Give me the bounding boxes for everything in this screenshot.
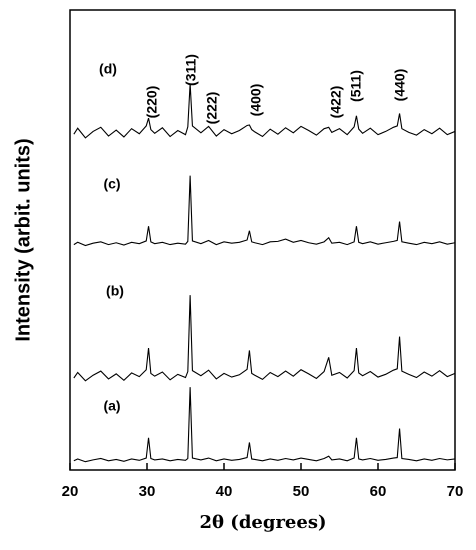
x-axis-label: 2θ (degrees) — [200, 512, 327, 533]
plot-frame — [69, 9, 456, 471]
x-tick-label: 50 — [293, 483, 310, 500]
series-label: (b) — [106, 283, 124, 299]
x-tick-label: 30 — [139, 483, 156, 500]
series-label: (d) — [99, 61, 117, 77]
peak-label: (400) — [248, 84, 264, 117]
peak-label: (422) — [328, 86, 344, 119]
peak-label: (440) — [392, 69, 408, 102]
peak-label: (220) — [144, 86, 160, 119]
series-label: (a) — [103, 398, 120, 414]
trace — [73, 175, 456, 247]
x-tick-label: 60 — [370, 483, 387, 500]
x-tick-label: 20 — [62, 483, 79, 500]
series-label: (c) — [103, 176, 120, 192]
x-tick-label: 70 — [447, 483, 464, 500]
peak-label: (311) — [183, 54, 199, 86]
y-axis-label: Intensity (arbit. units) — [12, 138, 34, 341]
trace — [73, 83, 456, 139]
trace — [73, 387, 456, 463]
x-tick-label: 40 — [216, 483, 233, 500]
trace — [73, 295, 456, 382]
peak-label: (511) — [348, 70, 364, 102]
peak-label: (222) — [204, 92, 220, 125]
